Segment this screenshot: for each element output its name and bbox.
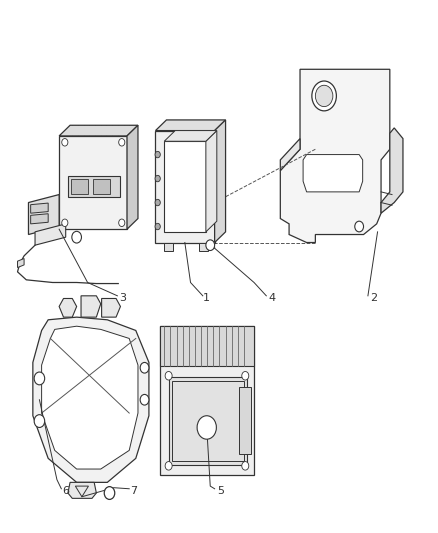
Circle shape [155, 223, 160, 230]
Circle shape [34, 372, 45, 385]
Polygon shape [28, 195, 59, 235]
Polygon shape [164, 243, 173, 251]
Polygon shape [33, 317, 149, 482]
Polygon shape [169, 377, 247, 465]
Polygon shape [81, 296, 101, 317]
Circle shape [104, 487, 115, 499]
Polygon shape [68, 176, 120, 197]
Text: 2: 2 [370, 294, 377, 303]
Circle shape [155, 175, 160, 182]
Polygon shape [199, 243, 208, 251]
Text: 5: 5 [217, 487, 224, 496]
Circle shape [119, 219, 125, 227]
Polygon shape [381, 128, 403, 213]
Circle shape [62, 219, 68, 227]
Polygon shape [35, 224, 66, 245]
Polygon shape [206, 131, 217, 232]
Polygon shape [164, 131, 217, 141]
Polygon shape [160, 326, 254, 366]
Circle shape [140, 394, 149, 405]
Polygon shape [303, 155, 363, 192]
Circle shape [72, 231, 81, 243]
Polygon shape [59, 136, 127, 229]
Text: 1: 1 [203, 294, 210, 303]
Circle shape [206, 240, 215, 251]
Polygon shape [155, 120, 226, 131]
Polygon shape [164, 141, 206, 232]
Circle shape [165, 462, 172, 470]
Circle shape [34, 415, 45, 427]
Text: 7: 7 [131, 487, 138, 496]
Polygon shape [18, 259, 24, 268]
Polygon shape [42, 326, 138, 469]
Circle shape [62, 139, 68, 146]
Polygon shape [215, 120, 226, 243]
Text: 6: 6 [63, 487, 70, 496]
Circle shape [197, 416, 216, 439]
Polygon shape [160, 326, 254, 475]
Circle shape [155, 151, 160, 158]
Polygon shape [68, 482, 96, 498]
Polygon shape [102, 298, 120, 317]
Polygon shape [239, 387, 251, 454]
Circle shape [140, 362, 149, 373]
Polygon shape [155, 131, 215, 243]
Circle shape [242, 462, 249, 470]
Polygon shape [127, 125, 138, 229]
Polygon shape [31, 203, 48, 213]
Circle shape [315, 85, 333, 107]
Circle shape [312, 81, 336, 111]
Circle shape [155, 199, 160, 206]
Polygon shape [59, 125, 138, 136]
Polygon shape [31, 214, 48, 224]
Polygon shape [280, 69, 390, 243]
Polygon shape [71, 179, 88, 194]
Text: 3: 3 [119, 294, 126, 303]
Text: 4: 4 [268, 294, 275, 303]
Circle shape [119, 139, 125, 146]
Polygon shape [93, 179, 110, 194]
Circle shape [165, 372, 172, 380]
Circle shape [242, 372, 249, 380]
Polygon shape [59, 298, 77, 317]
Polygon shape [280, 139, 300, 171]
Circle shape [355, 221, 364, 232]
